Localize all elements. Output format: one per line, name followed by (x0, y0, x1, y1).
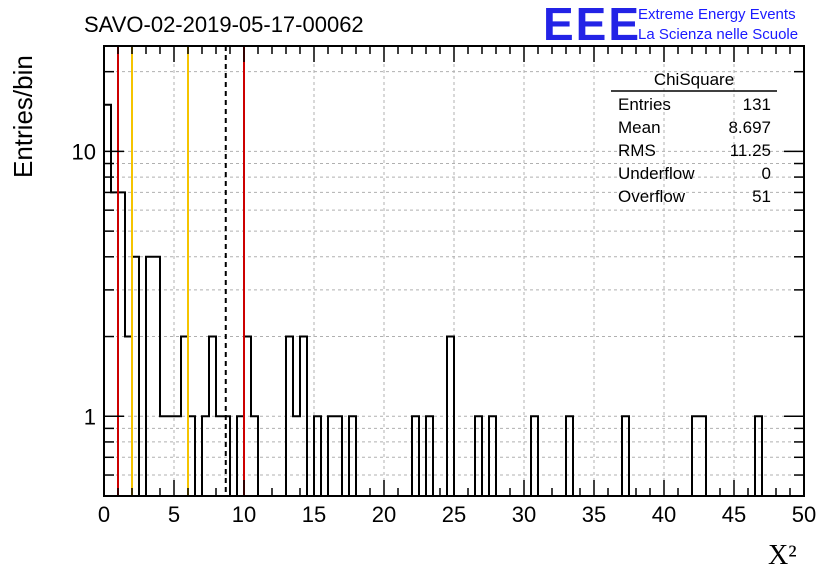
stats-value: 8.697 (728, 118, 771, 137)
x-tick-label: 20 (372, 502, 396, 527)
eee-logo: EEE Extreme Energy Events La Scienza nel… (543, 0, 798, 50)
axis-ticks (103, 46, 805, 496)
y-tick-label: 1 (84, 404, 96, 429)
stats-title: ChiSquare (654, 70, 734, 89)
y-tick-label: 10 (72, 139, 96, 164)
x-tick-label: 5 (168, 502, 180, 527)
stats-label: RMS (618, 141, 656, 160)
x-tick-label: 35 (582, 502, 606, 527)
x-tick-label: 15 (302, 502, 326, 527)
x-tick-label: 30 (512, 502, 536, 527)
stats-value: 11.25 (730, 141, 771, 160)
y-axis-label: Entries/bin (8, 55, 38, 178)
stats-box: ChiSquare Entries 131 Mean 8.697 RMS 11.25 Und… (611, 70, 777, 206)
run-title: SAVO-02-2019-05-17-00062 (84, 12, 364, 37)
x-tick-label: 45 (722, 502, 746, 527)
stats-value: 51 (752, 187, 771, 206)
stats-label: Mean (618, 118, 661, 137)
stats-rows: Entries 131 Mean 8.697 RMS 11.25 Underflow 0 Ove… (618, 95, 771, 206)
x-tick-label: 40 (652, 502, 676, 527)
stats-label: Entries (618, 95, 671, 114)
x-axis-label: X² (768, 540, 797, 571)
stats-value: 131 (743, 95, 771, 114)
logo-line1: Extreme Energy Events (638, 6, 796, 23)
logo-line2: La Scienza nelle Scuole (638, 26, 798, 43)
x-tick-label: 50 (792, 502, 816, 527)
x-tick-label: 10 (232, 502, 256, 527)
stats-label: Underflow (618, 164, 695, 183)
x-tick-label: 0 (98, 502, 110, 527)
x-tick-label: 25 (442, 502, 466, 527)
logo-mark: EEE (543, 0, 641, 50)
stats-value: 0 (762, 164, 771, 183)
reference-lines (117, 46, 245, 496)
stats-label: Overflow (618, 187, 686, 206)
